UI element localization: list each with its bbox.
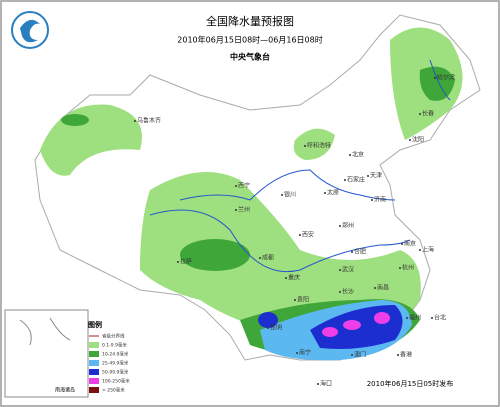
city-label: 长春 bbox=[422, 110, 434, 118]
legend-swatch bbox=[89, 387, 99, 393]
city-label: 台北 bbox=[434, 314, 446, 322]
city-dot bbox=[419, 113, 421, 115]
city-dot bbox=[397, 354, 399, 356]
legend-swatch bbox=[89, 351, 99, 357]
city-label: 西安 bbox=[302, 231, 314, 239]
title: 全国降水量预报图 bbox=[206, 14, 294, 28]
legend-swatch bbox=[89, 369, 99, 375]
city-dot bbox=[409, 139, 411, 141]
legend-swatch bbox=[89, 342, 99, 348]
city-label: 乌鲁木齐 bbox=[137, 117, 161, 125]
city-dot bbox=[401, 243, 403, 245]
city-label: 海口 bbox=[320, 380, 332, 388]
city-dot bbox=[351, 251, 353, 253]
city-dot bbox=[419, 249, 421, 251]
city-dot bbox=[374, 287, 376, 289]
legend-label: 100-250毫米 bbox=[102, 378, 130, 385]
city-label: 杭州 bbox=[402, 264, 414, 272]
city-label: 武汉 bbox=[342, 266, 354, 274]
city-label: 济南 bbox=[374, 196, 386, 204]
city-dot bbox=[324, 192, 326, 194]
city-label: 澳门 bbox=[354, 351, 366, 359]
city-label: 西宁 bbox=[238, 182, 250, 190]
city-label: 南昌 bbox=[377, 284, 389, 292]
subtitle: 2010年06月15日08时—06月16日08时 bbox=[177, 35, 322, 45]
city-label: 上海 bbox=[422, 246, 434, 254]
city-dot bbox=[296, 352, 298, 354]
city-label: 南宁 bbox=[299, 349, 311, 357]
city-label: 沈阳 bbox=[412, 136, 424, 144]
city-dot bbox=[351, 354, 353, 356]
city-dot bbox=[339, 225, 341, 227]
legend-label: 10-24.9毫米 bbox=[102, 351, 129, 358]
legend-label: 50-99.9毫米 bbox=[102, 369, 129, 376]
city-label: 昆明 bbox=[270, 325, 282, 332]
rivers bbox=[149, 59, 451, 273]
city-label: 哈尔滨 bbox=[437, 74, 455, 82]
city-label: 石家庄 bbox=[347, 176, 365, 184]
city-label: 北京 bbox=[352, 151, 364, 159]
city-dot bbox=[299, 234, 301, 236]
city-label: 天津 bbox=[370, 173, 382, 180]
logo bbox=[11, 11, 49, 49]
city-dot bbox=[367, 175, 369, 177]
city-label: 贵阳 bbox=[297, 296, 309, 304]
city-dot bbox=[431, 317, 433, 319]
city-dot bbox=[259, 257, 261, 259]
city-label: 银川 bbox=[284, 191, 296, 199]
legend-label: 0.1-9.9毫米 bbox=[102, 342, 127, 349]
city-dot bbox=[281, 194, 283, 196]
city-label: 福州 bbox=[409, 314, 421, 322]
city-label: 拉萨 bbox=[180, 258, 192, 266]
city-dot bbox=[294, 299, 296, 301]
city-label: 太原 bbox=[327, 189, 339, 197]
legend-swatch bbox=[89, 360, 99, 366]
city-dot bbox=[267, 327, 269, 329]
city-label: 兰州 bbox=[238, 206, 250, 214]
city-dot bbox=[339, 269, 341, 271]
legend-label: 25-49.9毫米 bbox=[102, 360, 129, 367]
legend-label: 省级分界线 bbox=[102, 333, 125, 340]
legend-swatch bbox=[89, 378, 99, 384]
city-dot bbox=[434, 77, 436, 79]
city-label: 合肥 bbox=[354, 248, 366, 256]
rain-100-250 bbox=[322, 312, 390, 337]
city-dot bbox=[349, 154, 351, 156]
city-dot bbox=[134, 120, 136, 122]
city-label: 香港 bbox=[400, 351, 412, 359]
legend-title: 图例 bbox=[88, 320, 102, 329]
city-dot bbox=[399, 267, 401, 269]
city-dot bbox=[235, 209, 237, 211]
city-label: 成都 bbox=[262, 254, 274, 262]
legend: 省级分界线 0.1-9.9毫米 10-24.9毫米 25-49.9毫米 50-99.9毫… bbox=[89, 333, 130, 394]
agency: 中央气象台 bbox=[230, 52, 270, 62]
city-label: 南京 bbox=[404, 240, 416, 248]
city-label: 长沙 bbox=[342, 288, 354, 296]
city-dot bbox=[235, 185, 237, 187]
city-dot bbox=[317, 383, 319, 385]
inset: 南海诸岛 bbox=[4, 309, 89, 398]
city-label: 重庆 bbox=[288, 274, 300, 282]
rain-0-10 bbox=[40, 27, 463, 342]
city-dot bbox=[304, 145, 306, 147]
inset-label: 南海诸岛 bbox=[55, 387, 75, 394]
city-label: 呼和浩特 bbox=[307, 142, 331, 150]
city-dot bbox=[285, 277, 287, 279]
city-dot bbox=[177, 261, 179, 263]
issued: 2010年06月15日05时发布 bbox=[367, 379, 454, 388]
city-dot bbox=[339, 291, 341, 293]
city-dot bbox=[344, 179, 346, 181]
legend-label: > 250毫米 bbox=[102, 387, 125, 394]
city-dot bbox=[371, 199, 373, 201]
city-label: 郑州 bbox=[342, 222, 354, 230]
city-dot bbox=[406, 317, 408, 319]
